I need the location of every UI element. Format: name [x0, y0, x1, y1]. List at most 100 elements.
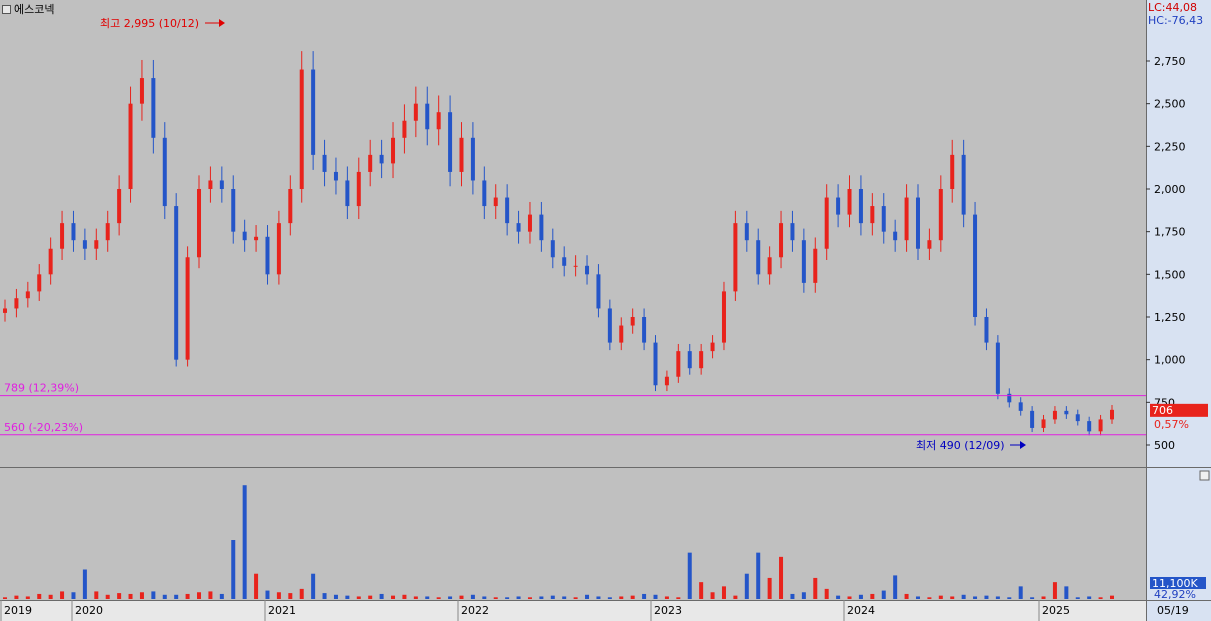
volume-bar [128, 593, 133, 599]
volume-bar [1075, 597, 1080, 599]
volume-bar [1018, 586, 1023, 599]
candle-body [1110, 409, 1114, 420]
candle-body [1007, 393, 1012, 403]
y-axis-panel [1146, 0, 1211, 621]
candle-body [208, 180, 213, 189]
candle-body [893, 231, 898, 241]
candle-body [767, 257, 772, 275]
candle-body [311, 69, 316, 155]
volume-bar [767, 577, 772, 599]
volume-bar [25, 596, 30, 599]
volume-percent-label: 42,92% [1154, 588, 1196, 601]
candle-body [687, 351, 692, 369]
volume-bar [721, 586, 726, 599]
y-tick-label: 1,500 [1154, 268, 1186, 281]
candle-body [881, 206, 886, 232]
candle-body [242, 231, 247, 241]
candle-body [824, 197, 829, 249]
volume-bar [333, 594, 338, 599]
volume-bar [505, 597, 510, 599]
volume-bar [288, 593, 293, 599]
volume-bar [562, 596, 567, 599]
y-tick-label: 500 [1154, 439, 1175, 452]
candle-body [858, 189, 863, 224]
volume-bar [379, 593, 384, 599]
volume-bar [904, 593, 909, 599]
candle-body [254, 236, 259, 241]
volume-bar [493, 597, 498, 599]
volume-bar [242, 485, 247, 599]
volume-bar [1064, 586, 1069, 599]
volume-bar [836, 595, 841, 599]
candle-body [653, 342, 658, 386]
candle-body [790, 223, 795, 241]
volume-bar [265, 590, 270, 599]
high-annotation: 최고 2,995 (10/12) [100, 17, 199, 30]
volume-bar [539, 596, 544, 599]
candle-body [995, 342, 1000, 394]
volume-bar [1098, 597, 1103, 599]
volume-bar [448, 596, 453, 599]
candle-body [938, 189, 943, 241]
volume-bar [653, 594, 658, 599]
volume-bar [391, 595, 396, 599]
volume-bar [744, 573, 749, 599]
candle-body [1087, 421, 1092, 432]
candle-body [1030, 410, 1035, 428]
candle-body [60, 223, 65, 249]
volume-bar [801, 592, 806, 599]
candle-body [676, 351, 681, 377]
volume-bar [1052, 582, 1057, 599]
candle-body [699, 351, 704, 369]
candle-body [550, 240, 555, 258]
candle-body [973, 214, 978, 317]
candle-body [197, 189, 202, 258]
volume-bar [48, 594, 53, 599]
candle-body [733, 223, 738, 292]
volume-bar [961, 594, 966, 599]
candle-body [813, 248, 818, 283]
x-axis-panel [0, 600, 1146, 621]
candle-body [1018, 402, 1023, 411]
candle-body [425, 103, 430, 130]
volume-bar [881, 590, 886, 599]
volume-bar [139, 592, 144, 599]
reference-line-label: 560 (-20,23%) [4, 421, 83, 434]
low-arrow-icon [1020, 441, 1026, 449]
current-price-label: 706 [1152, 404, 1173, 417]
candle-body [756, 240, 761, 275]
volume-bar [1030, 597, 1035, 599]
candle-body [596, 274, 601, 309]
candle-body [356, 171, 361, 207]
candle-body [562, 257, 567, 266]
candle-body [630, 317, 635, 326]
volume-bar [527, 597, 532, 599]
candle-body [117, 189, 122, 224]
hc-value: HC:-76,43 [1148, 14, 1203, 27]
candle-body [607, 308, 612, 343]
volume-bar [619, 596, 624, 599]
candle-body [139, 78, 144, 104]
volume-bar [1007, 597, 1012, 599]
collapse-icon[interactable] [2, 4, 11, 14]
candle-body [664, 376, 669, 386]
volume-bar [3, 597, 7, 599]
candle-body [505, 197, 510, 224]
candle-body [391, 137, 396, 164]
candle-body [151, 78, 156, 138]
volume-bar [219, 593, 224, 599]
volume-bar [436, 597, 441, 599]
volume-bar [630, 595, 635, 599]
volume-bar [585, 594, 590, 599]
volume-bar [973, 596, 978, 599]
volume-bar [893, 575, 898, 599]
volume-bar [425, 596, 430, 599]
y-tick-label: 2,750 [1154, 55, 1186, 68]
high-arrow-icon [219, 19, 225, 27]
volume-bar [676, 597, 681, 599]
candle-body [493, 197, 498, 207]
volume-bar [322, 593, 327, 599]
candle-body [1075, 414, 1080, 422]
